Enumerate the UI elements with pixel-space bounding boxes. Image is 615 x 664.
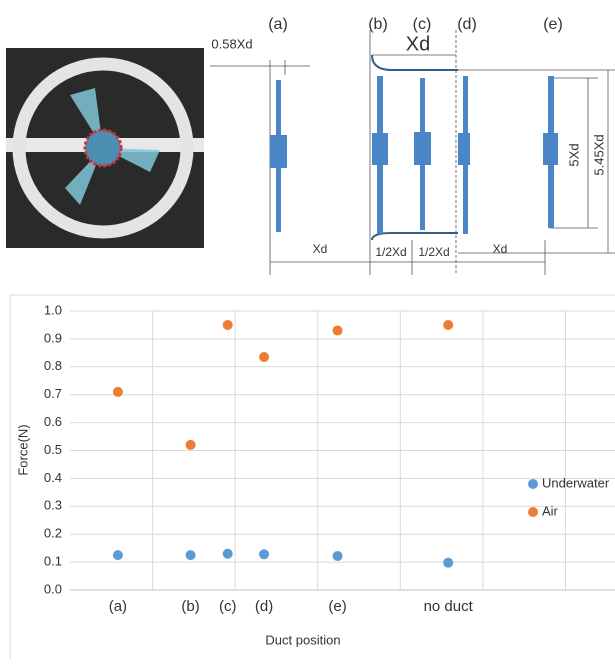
dimension-label: 0.58Xd: [211, 36, 252, 51]
dimension-label: 5Xd: [566, 143, 581, 166]
legend-marker: [528, 507, 538, 517]
position-label: (e): [543, 16, 563, 33]
y-tick-label: 0.7: [44, 386, 62, 401]
data-point: [185, 550, 196, 561]
x-tick-label: (b): [181, 598, 199, 615]
x-tick-label: (d): [255, 598, 273, 615]
y-tick-label: 1.0: [44, 302, 62, 317]
dimension-label: Xd: [406, 33, 430, 55]
data-point: [185, 439, 196, 450]
data-point: [332, 550, 343, 561]
x-tick-label: (e): [328, 598, 346, 615]
position-label: (d): [457, 16, 477, 33]
legend-marker: [528, 479, 538, 489]
chart-frame: [9, 294, 615, 664]
dimension-label: Xd: [493, 242, 508, 256]
data-point: [112, 386, 123, 397]
data-point: [259, 549, 270, 560]
data-point: [222, 548, 233, 559]
dimension-label: 1/2Xd: [418, 245, 449, 259]
y-tick-label: 0.3: [44, 498, 62, 513]
y-axis-label: Force(N): [15, 424, 30, 475]
dimension-label: 1/2Xd: [375, 245, 406, 259]
data-point: [443, 319, 454, 330]
x-tick-label: (c): [219, 598, 237, 615]
data-point: [112, 550, 123, 561]
position-label: (c): [413, 16, 432, 33]
y-tick-label: 0.8: [44, 358, 62, 373]
y-tick-label: 0.9: [44, 330, 62, 345]
x-tick-label: (a): [109, 598, 127, 615]
y-tick-label: 0.2: [44, 526, 62, 541]
y-tick-label: 0.0: [44, 581, 62, 596]
diagram: [210, 30, 615, 275]
position-label: (a): [268, 16, 288, 33]
x-axis-label: Duct position: [265, 632, 340, 647]
data-point: [443, 557, 454, 568]
legend-label: Underwater: [542, 475, 610, 490]
legend-label: Air: [542, 503, 559, 518]
y-tick-label: 0.4: [44, 470, 62, 485]
y-tick-label: 0.1: [44, 554, 62, 569]
y-tick-label: 0.6: [44, 414, 62, 429]
position-label: (b): [368, 16, 388, 33]
data-point: [259, 352, 270, 363]
dimension-label: 5.45Xd: [591, 134, 606, 175]
dimension-label: Xd: [313, 242, 328, 256]
x-tick-label: no duct: [424, 598, 474, 615]
data-point: [332, 325, 343, 336]
photo: [6, 48, 204, 248]
y-tick-label: 0.5: [44, 442, 62, 457]
data-point: [222, 319, 233, 330]
